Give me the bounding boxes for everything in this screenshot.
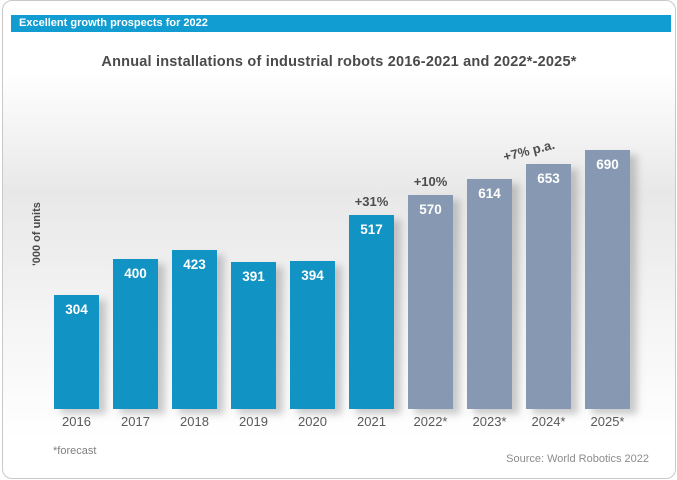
forecast-note: *forecast [53,445,97,457]
x-tick-label: 2021 [357,414,386,429]
bar-2016: 304 [54,295,99,409]
bar-value-label: 614 [478,186,501,201]
x-tick-label: 2024* [531,414,566,429]
x-tick-label: 2016 [62,414,91,429]
bar-value-label: 690 [596,157,619,172]
x-tick-label: 2020 [298,414,327,429]
bar-2017: 400 [113,259,158,409]
x-tick-label: 2023* [472,414,507,429]
bar-2021: 517 [349,215,394,409]
x-tick-label: 2017 [121,414,150,429]
banner: Excellent growth prospects for 2022 [11,15,671,32]
bar-2022*: 570 [408,195,453,409]
annotation--7-p-a-: +7% p.a. [501,136,556,165]
bar-value-label: 391 [242,269,265,284]
bar-2020: 394 [290,261,335,409]
annotation--31-: +31% [354,194,389,209]
bar-value-label: 423 [183,257,206,272]
bar-value-label: 517 [360,222,383,237]
chart-title: Annual installations of industrial robot… [101,54,577,70]
x-tick-label: 2025* [590,414,625,429]
bar-value-label: 570 [419,202,442,217]
x-tick-label: 2022* [413,414,448,429]
bar-2025*: 690 [585,150,630,409]
bar-value-label: 653 [537,171,560,186]
source-note: Source: World Robotics 2022 [506,453,649,465]
bar-value-label: 400 [124,266,147,281]
bar-2023*: 614 [467,179,512,409]
bar-2024*: 653 [526,164,571,409]
x-tick-label: 2018 [180,414,209,429]
bar-2018: 423 [172,250,217,409]
y-axis-label: '000 of units [31,202,43,266]
bar-value-label: 394 [301,268,324,283]
banner-text: Excellent growth prospects for 2022 [19,17,208,29]
bar-value-label: 304 [65,302,88,317]
bar-2019: 391 [231,262,276,409]
annotation--10-: +10% [413,174,448,189]
x-tick-label: 2019 [239,414,268,429]
